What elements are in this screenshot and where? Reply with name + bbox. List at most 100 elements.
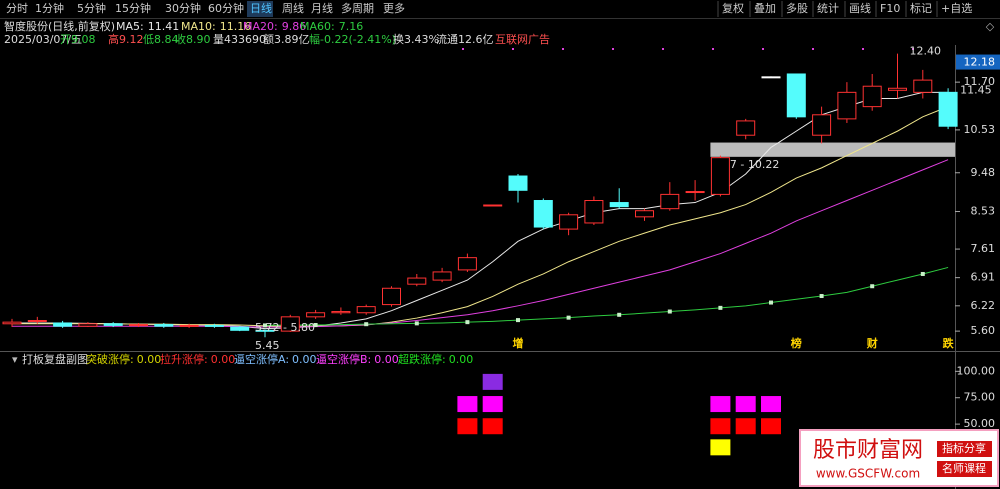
signal-block — [482, 418, 503, 435]
candle-body — [255, 329, 275, 332]
signal-block — [710, 396, 731, 413]
tab[interactable]: 多周期 — [341, 1, 374, 15]
quote-item: 换3.43% — [393, 32, 439, 46]
tab[interactable]: 周线 — [282, 1, 304, 15]
tool-button[interactable]: 多股 — [786, 1, 808, 15]
sub-title: 打板复盘副图 — [22, 352, 88, 366]
candle-body — [812, 114, 832, 136]
indicator-value: 0.00 — [449, 353, 474, 366]
y-tick-label: 75.00 — [964, 391, 996, 404]
signal: 增 — [513, 336, 524, 350]
ma-legend: MA5: 11.41 — [116, 20, 179, 33]
tab[interactable]: 60分钟 — [208, 1, 244, 15]
candle-body — [559, 214, 579, 230]
ma-dot — [667, 309, 672, 314]
tab[interactable]: 日线 — [250, 1, 272, 15]
tool-button[interactable]: 叠加 — [754, 2, 776, 15]
y-tick-label: 8.53 — [971, 205, 996, 218]
quote-item: 收8.90 — [175, 32, 211, 46]
signal-block — [482, 373, 503, 390]
candle-body — [862, 85, 882, 108]
signal-block — [735, 418, 756, 435]
top-dot — [912, 48, 914, 50]
indicator-legend: 突破涨停: 0.00 — [86, 352, 161, 366]
quote-item: 额3.89亿 — [263, 33, 310, 46]
signal-block — [482, 396, 503, 413]
close-icon[interactable]: ◇ — [986, 20, 995, 33]
tab[interactable]: 月线 — [311, 1, 333, 15]
candle-body — [230, 326, 250, 331]
candle-body — [457, 257, 477, 271]
candle-body — [2, 321, 22, 325]
tab[interactable]: 30分钟 — [165, 1, 201, 15]
candle-body — [761, 76, 781, 79]
signal-block — [457, 396, 478, 413]
top-dot — [712, 48, 714, 50]
candle-body — [913, 79, 933, 93]
ma-value: 11.41 — [148, 20, 180, 33]
tab[interactable]: 更多 — [383, 1, 405, 15]
candle-body — [53, 322, 73, 327]
annotation: 12.40 — [910, 45, 942, 58]
top-dot — [462, 48, 464, 50]
indicator-value: 0.00 — [211, 353, 236, 366]
top-dot — [662, 48, 664, 50]
y-tick-label: 9.48 — [971, 166, 996, 179]
indicator-legend: 逼空涨停A: 0.00 — [234, 352, 317, 366]
indicator-value: 0.00 — [374, 353, 399, 366]
candle-body — [736, 120, 756, 136]
signal-block — [761, 418, 781, 435]
indicator-legend: 逼空涨停B: 0.00 — [316, 352, 399, 366]
top-dot — [512, 48, 514, 50]
logo-tag: 名师课程 — [942, 461, 986, 475]
ma-dot — [364, 322, 369, 327]
candle-body — [609, 202, 629, 208]
tool-button[interactable]: +自选 — [941, 2, 972, 15]
tool-button[interactable]: 复权 — [722, 1, 744, 15]
logo-tag: 指标分享 — [942, 441, 986, 455]
candle-body — [179, 324, 199, 327]
indicator-name: 突破涨停: — [86, 352, 134, 366]
quote-item: 低8.84 — [143, 33, 179, 46]
logo-tag-bg — [937, 461, 992, 477]
last-price-bg — [956, 54, 1000, 70]
top-dot — [612, 48, 614, 50]
tool-button[interactable]: 标记 — [910, 1, 932, 15]
ma-dot — [920, 271, 925, 276]
candle-body — [786, 73, 806, 118]
candle-body — [483, 204, 503, 207]
tool-button[interactable]: 画线 — [849, 1, 871, 15]
candle-body — [129, 324, 148, 327]
tool-button[interactable]: F10 — [880, 2, 900, 15]
ma-dot — [465, 320, 470, 325]
indicator-name: 逼空涨停A: — [234, 352, 289, 366]
tool-button[interactable]: 统计 — [817, 2, 839, 15]
candle-body — [710, 157, 730, 195]
indicator-name: 拉升涨停: — [160, 352, 208, 366]
y-tick-label: 50.00 — [964, 417, 996, 430]
candle-body — [635, 210, 654, 218]
tab[interactable]: 1分钟 — [35, 1, 64, 15]
quote-item: 高9.12 — [108, 32, 144, 46]
quote-item: 开9.08 — [60, 33, 96, 46]
ma-dot — [718, 305, 723, 310]
logo-name: 股市财富网 — [813, 438, 923, 463]
top-dot — [812, 48, 814, 50]
ma-legend: MA10: 11.16 — [181, 20, 251, 33]
ma-value: 11.16 — [220, 20, 252, 33]
tab[interactable]: 分时 — [6, 2, 28, 15]
tab[interactable]: 15分钟 — [115, 1, 151, 15]
logo-tag-bg — [937, 441, 992, 457]
panel-icon: ▾ — [12, 353, 18, 366]
top-dot — [762, 48, 764, 50]
signal-block — [710, 418, 731, 435]
tab[interactable]: 5分钟 — [77, 1, 106, 15]
candle-body — [382, 287, 401, 306]
candle-body — [78, 323, 98, 327]
ma-name: MA10: — [181, 20, 216, 33]
ma-dot — [617, 312, 622, 317]
candle-body — [204, 324, 224, 327]
ma-dot — [516, 318, 520, 323]
